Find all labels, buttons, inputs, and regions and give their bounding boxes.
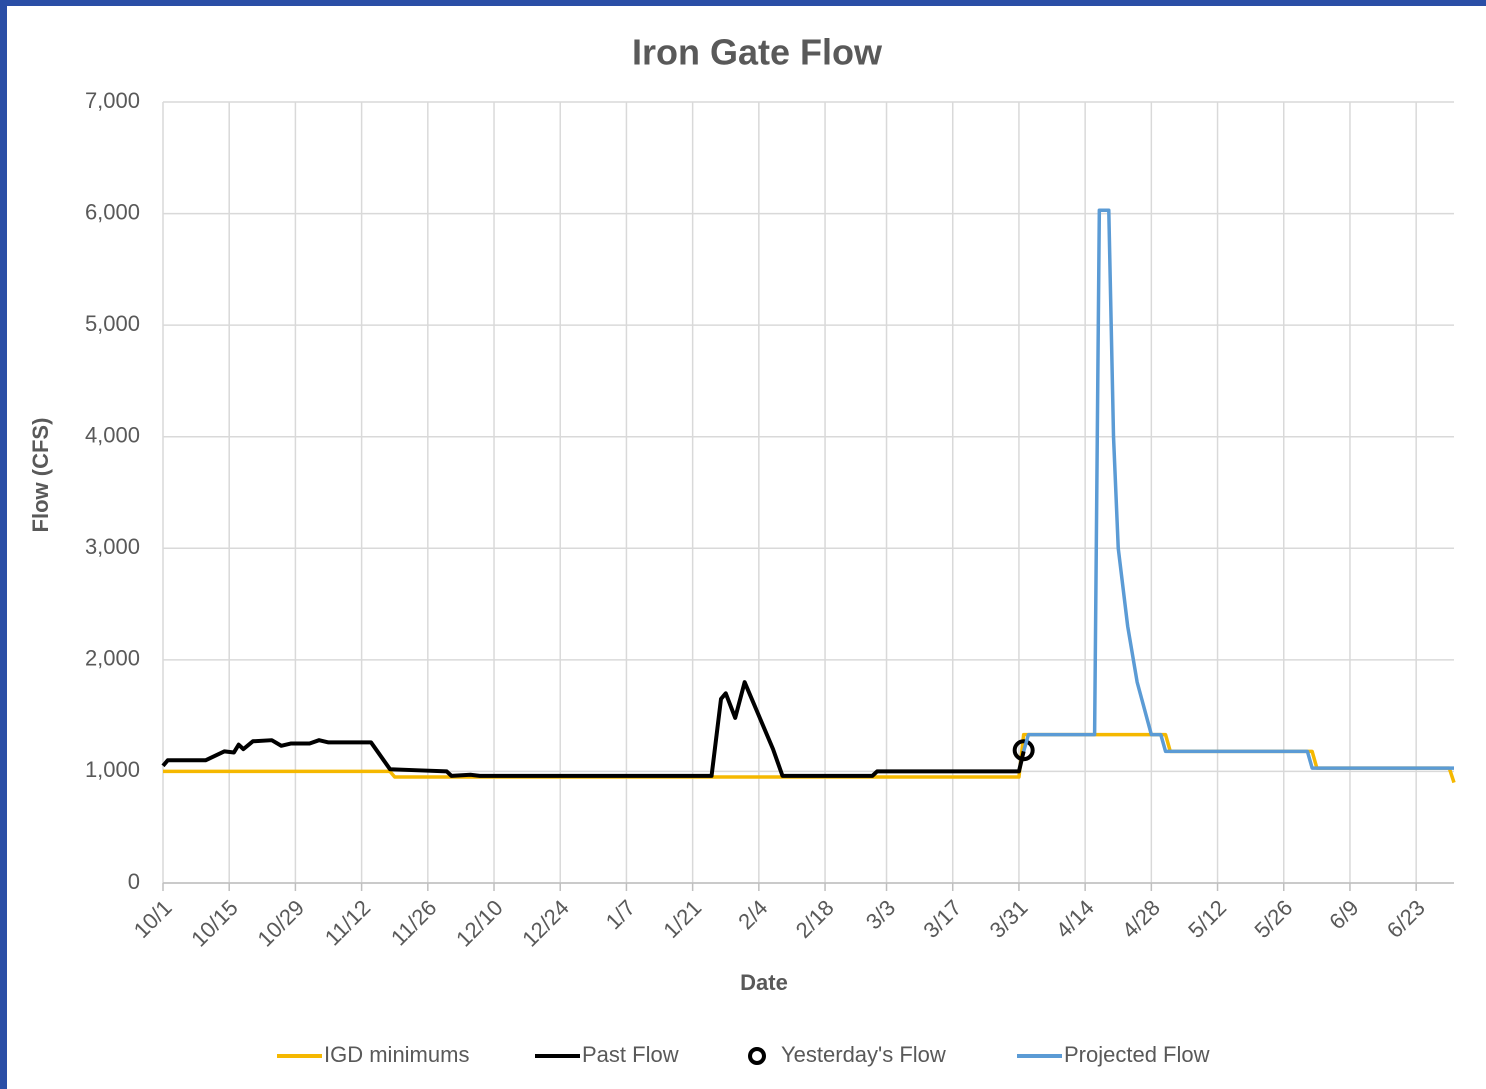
x-tick-label: 2/4 [733, 895, 772, 934]
series-line [161, 680, 1026, 778]
marker [1012, 739, 1035, 762]
x-tick-label: 12/24 [517, 895, 574, 952]
x-tick-label: 5/12 [1183, 895, 1231, 943]
y-tick-label: 5,000 [85, 311, 140, 336]
frame-top [0, 0, 1486, 6]
x-tick-label: 1/21 [658, 895, 706, 943]
x-tick-label: 5/26 [1249, 895, 1297, 943]
y-tick-label: 2,000 [85, 646, 140, 671]
x-tick-label: 3/3 [861, 895, 900, 934]
x-tick-label: 4/14 [1051, 895, 1099, 943]
x-tick-label: 12/10 [451, 895, 508, 952]
y-tick-label: 7,000 [85, 88, 140, 113]
x-tick-label: 10/29 [252, 895, 309, 952]
x-tick-label: 11/12 [320, 895, 375, 950]
x-tick-label: 3/31 [985, 895, 1033, 943]
chart-title: Iron Gate Flow [632, 32, 883, 73]
x-tick-label: 6/9 [1324, 895, 1363, 934]
series-line [1021, 208, 1454, 770]
y-tick-label: 0 [128, 869, 140, 894]
x-tick-label: 4/28 [1117, 895, 1165, 943]
legend-label: Past Flow [582, 1042, 679, 1067]
y-tick-label: 3,000 [85, 534, 140, 559]
x-tick-label: 1/7 [601, 895, 640, 934]
legend-label: Yesterday's Flow [781, 1042, 946, 1067]
y-tick-label: 1,000 [85, 757, 140, 782]
y-tick-label: 4,000 [85, 423, 140, 448]
legend-label: Projected Flow [1064, 1042, 1210, 1067]
frame-left [0, 0, 7, 1089]
x-tick-label: 10/15 [186, 895, 243, 952]
x-tick-label: 10/1 [129, 895, 177, 943]
x-axis-label: Date [740, 970, 788, 995]
legend-marker [748, 1047, 766, 1065]
x-tick-label: 3/17 [918, 895, 966, 943]
y-tick-label: 6,000 [85, 199, 140, 224]
x-tick-label: 6/23 [1382, 895, 1430, 943]
legend-label: IGD minimums [324, 1042, 469, 1067]
y-axis-label: Flow (CFS) [28, 418, 53, 533]
x-tick-label: 2/18 [791, 895, 839, 943]
x-tick-label: 11/26 [386, 895, 441, 950]
